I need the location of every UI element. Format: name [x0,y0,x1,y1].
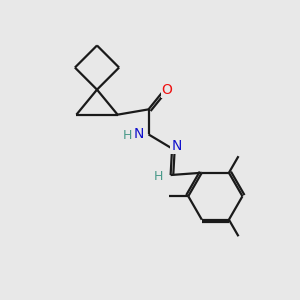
Text: O: O [162,82,172,97]
Text: N: N [134,127,144,141]
Text: N: N [171,139,182,153]
Text: H: H [123,129,133,142]
Text: H: H [154,170,163,183]
